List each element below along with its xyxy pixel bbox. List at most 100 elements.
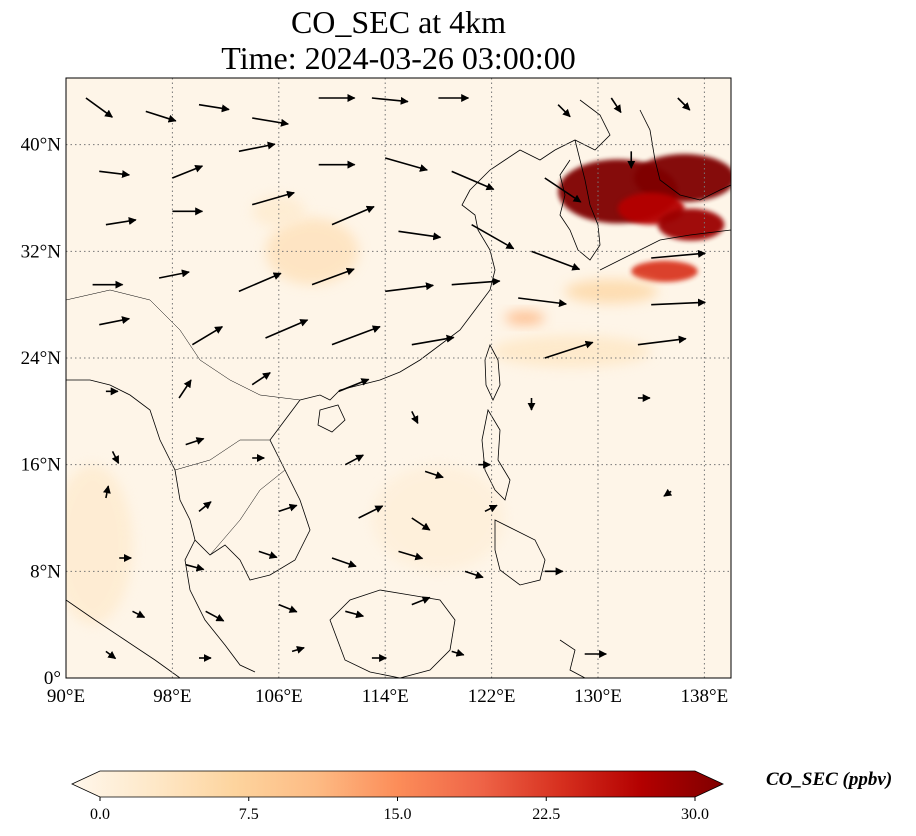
wind-arrow [311,267,355,286]
colorbar-tick-label: 7.5 [239,806,259,823]
wind-arrow [557,104,571,118]
concentration-patch [252,195,306,228]
lon-tick-label: 122°E [468,686,516,707]
wind-arrow [411,596,431,606]
wind-arrow [345,610,365,619]
wind-arrow [99,170,131,179]
lat-tick-label: 8°N [30,561,61,582]
wind-arrow [185,437,205,446]
wind-arrow [544,340,594,359]
lon-tick-label: 114°E [362,686,409,707]
wind-arrow [185,563,205,572]
lat-tick-label: 40°N [21,135,62,156]
lat-tick-label: 24°N [21,348,62,369]
wind-arrow [677,97,691,111]
wind-arrow [172,164,204,179]
map-frame [65,77,732,679]
wind-arrow [251,190,295,206]
wind-arrow [398,230,442,241]
wind-arrow [278,603,298,613]
wind-arrow [411,517,431,531]
wind-arrow [102,485,111,499]
wind-arrow [544,177,582,203]
wind-arrow [610,97,622,114]
wind-arrow [251,372,271,386]
wind-arrow [258,550,278,559]
wind-arrow [451,170,495,191]
colorbar-bar [71,770,724,798]
lon-tick-label: 138°E [681,686,729,707]
wind-arrow [238,272,282,293]
lat-tick-label: 16°N [21,455,62,476]
wind-arrow [663,488,673,497]
wind-arrow [398,550,424,561]
wind-arrow [451,649,465,657]
wind-arrow [531,250,581,271]
wind-arrow [158,269,190,279]
lon-tick-label: 106°E [255,686,303,707]
wind-arrow [651,249,706,259]
wind-arrow [411,410,419,425]
wind-arrow [105,217,137,226]
wind-arrow [99,316,131,326]
wind-arrow [205,610,225,622]
wind-arrow [178,379,192,399]
colorbar-tick-label: 22.5 [532,806,560,823]
lon-tick-label: 98°E [153,686,191,707]
lon-axis: 90°E 98°E 106°E 114°E 122°E 130°E 138°E [47,686,728,707]
wind-arrow [651,298,706,307]
wind-arrow [338,378,370,393]
colorbar-tick-label: 15.0 [384,806,412,823]
wind-vectors [85,94,706,662]
wind-arrow [191,325,224,346]
wind-arrow [132,610,146,619]
concentration-patch [633,154,731,202]
wind-arrow [518,297,567,308]
concentration-patch [265,218,359,285]
concentration-patch [657,208,725,241]
wind-arrow [344,454,365,466]
wind-arrow [384,157,428,172]
map-title: CO_SEC at 4km [290,4,507,40]
concentration-patch [631,260,698,283]
colorbar-title: CO_SEC (ppbv) [766,769,893,790]
concentration-patch [371,464,505,572]
concentration-patch [491,335,652,368]
wind-arrow [238,141,276,153]
lat-axis: 0° 8°N 16°N 24°N 32°N 40°N [21,135,62,689]
wind-arrow [411,334,455,346]
wind-arrow [385,282,434,293]
wind-arrow [198,501,212,512]
coastlines [66,99,731,678]
colorbar-ticks: 0.0 7.5 15.0 22.5 30.0 [90,797,709,823]
concentration-patch [504,311,545,325]
wind-arrow [371,96,409,105]
wind-arrow [358,505,384,519]
concentration-field [66,154,731,625]
map-subtitle-time: Time: 2024-03-26 03:00:00 [221,40,576,76]
wind-arrow [198,103,230,113]
lat-tick-label: 0° [44,668,61,689]
wind-arrow [464,570,484,579]
colorbar: 0.0 7.5 15.0 22.5 30.0 [71,770,724,823]
wind-arrow [105,650,117,660]
wind-arrow [85,97,113,118]
wind-arrow [145,110,177,123]
wind-arrow [291,645,305,654]
wind-arrow [265,319,309,339]
wind-arrow [471,223,515,250]
wind-arrow [424,470,444,479]
concentration-patch [564,279,658,304]
concentration-patch [66,464,133,625]
wind-arrow [451,277,501,286]
lat-tick-label: 32°N [21,241,62,262]
wind-arrow [252,117,289,127]
wind-arrow [331,205,375,226]
lon-tick-label: 130°E [574,686,622,707]
lon-tick-label: 90°E [47,686,85,707]
wind-arrow [484,504,498,513]
wind-arrow [278,503,298,513]
wind-arrow [331,325,381,346]
wind-arrow [331,557,357,568]
